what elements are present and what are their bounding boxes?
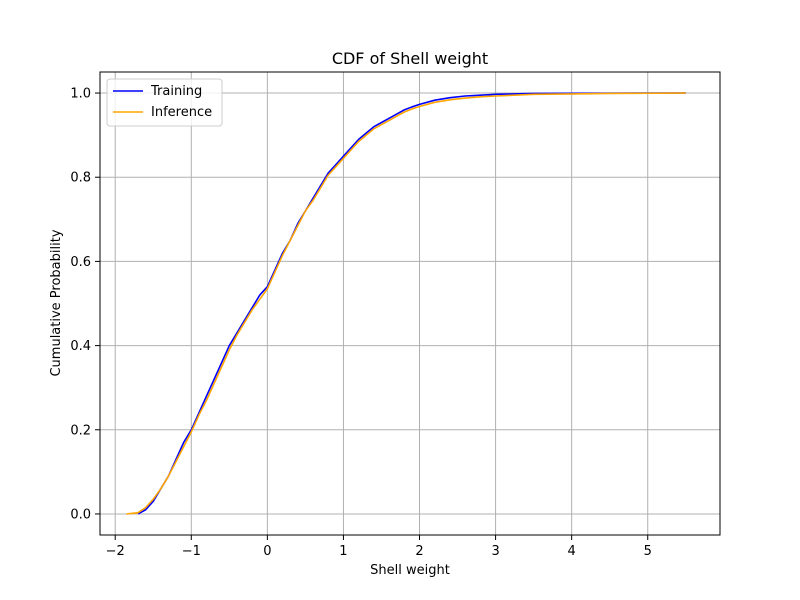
y-tick-label: 1.0 [70,87,91,102]
series-layer [126,92,686,515]
x-tick-label: −1 [182,544,201,559]
y-tick-label: 0.8 [70,171,91,186]
x-tick-label: 1 [339,544,347,559]
series-line-inference [126,92,686,515]
x-tick-label: 0 [263,544,271,559]
grid-layer [100,72,720,535]
tick-layer: −2 −1 0 1 2 3 4 5 0.0 0.2 0.4 0.6 0.8 1.0 [70,87,652,559]
x-tick-label: 4 [568,544,576,559]
plot-frame [99,71,721,536]
chart-title: CDF of Shell weight [332,49,488,68]
x-axis-label: Shell weight [370,563,450,578]
series-line-training [137,92,686,515]
x-tick-label: 3 [491,544,499,559]
x-tick-label: 2 [415,544,423,559]
x-tick-label: 5 [644,544,652,559]
x-tick-label: −2 [106,544,125,559]
y-tick-label: 0.0 [70,507,91,522]
legend: Training Inference [106,78,223,127]
legend-label-inference: Inference [151,105,212,120]
y-tick-label: 0.6 [70,255,91,270]
legend-label-training: Training [150,84,202,99]
y-tick-label: 0.4 [70,339,91,354]
y-axis-label: Cumulative Probability [49,229,64,376]
y-tick-label: 0.2 [70,423,91,438]
